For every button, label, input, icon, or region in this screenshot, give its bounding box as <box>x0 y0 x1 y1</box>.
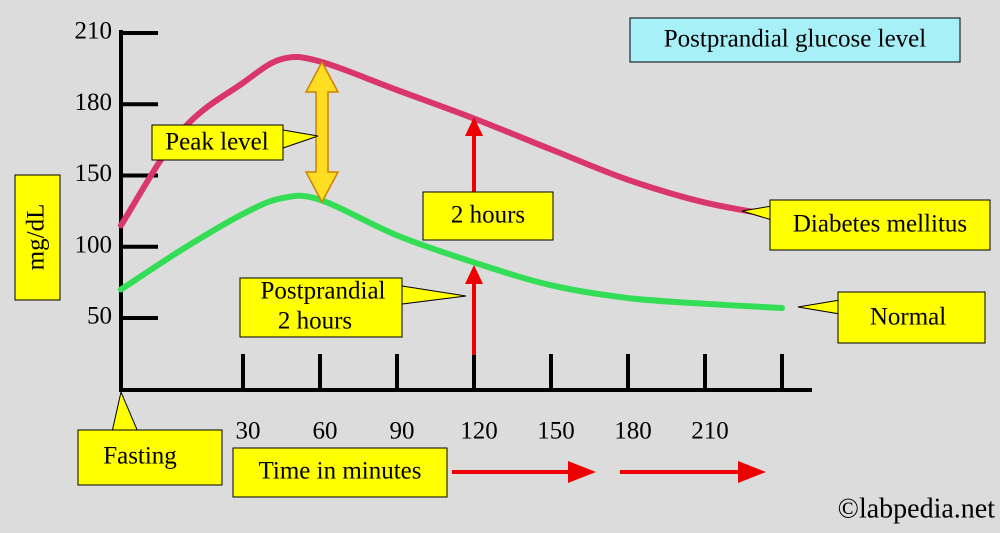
x-tick-label: 30 <box>236 418 261 445</box>
postprandial-label: 2 hours <box>278 308 352 335</box>
legend-box <box>769 199 991 251</box>
postprandial-label: Postprandial <box>261 278 386 305</box>
y-tick-label: 150 <box>75 160 113 187</box>
legend-label: Diabetes mellitus <box>793 211 967 238</box>
y-tick-label: 180 <box>75 89 113 116</box>
x-label-box <box>232 447 448 498</box>
series-line <box>118 53 785 229</box>
chart-title: Postprandial glucose level <box>664 26 926 53</box>
y-tick-label: 100 <box>75 231 113 258</box>
series-line <box>118 192 785 312</box>
arrow-head <box>465 265 483 284</box>
two-hours-box <box>422 191 554 241</box>
y-tick-label: 50 <box>87 303 112 330</box>
x-tick-label: 210 <box>691 418 729 445</box>
x-tick-label: 120 <box>460 418 498 445</box>
title-box <box>629 17 961 63</box>
postprandial-box <box>239 277 403 338</box>
y-axis-label: mg/dL <box>23 204 50 271</box>
two-hours-label: 2 hours <box>451 202 525 229</box>
peak-arrow <box>304 60 340 204</box>
x-tick-label: 150 <box>537 418 575 445</box>
x-axis-label: Time in minutes <box>259 458 422 485</box>
arrow-head <box>465 117 483 136</box>
watermark: ©labpedia.net <box>838 493 996 524</box>
legend-label: Normal <box>870 304 946 331</box>
x-tick-label: 180 <box>614 418 652 445</box>
x-tick-label: 60 <box>313 418 338 445</box>
peak-box <box>151 124 284 161</box>
arrow-head <box>568 461 596 483</box>
peak-label: Peak level <box>165 129 268 156</box>
x-tick-label: 90 <box>390 418 415 445</box>
fasting-box <box>77 429 223 486</box>
fasting-label: Fasting <box>103 443 177 470</box>
arrow-head <box>738 461 766 483</box>
y-label-box <box>14 174 61 301</box>
legend-box <box>837 291 986 344</box>
y-tick-label: 210 <box>75 18 113 45</box>
